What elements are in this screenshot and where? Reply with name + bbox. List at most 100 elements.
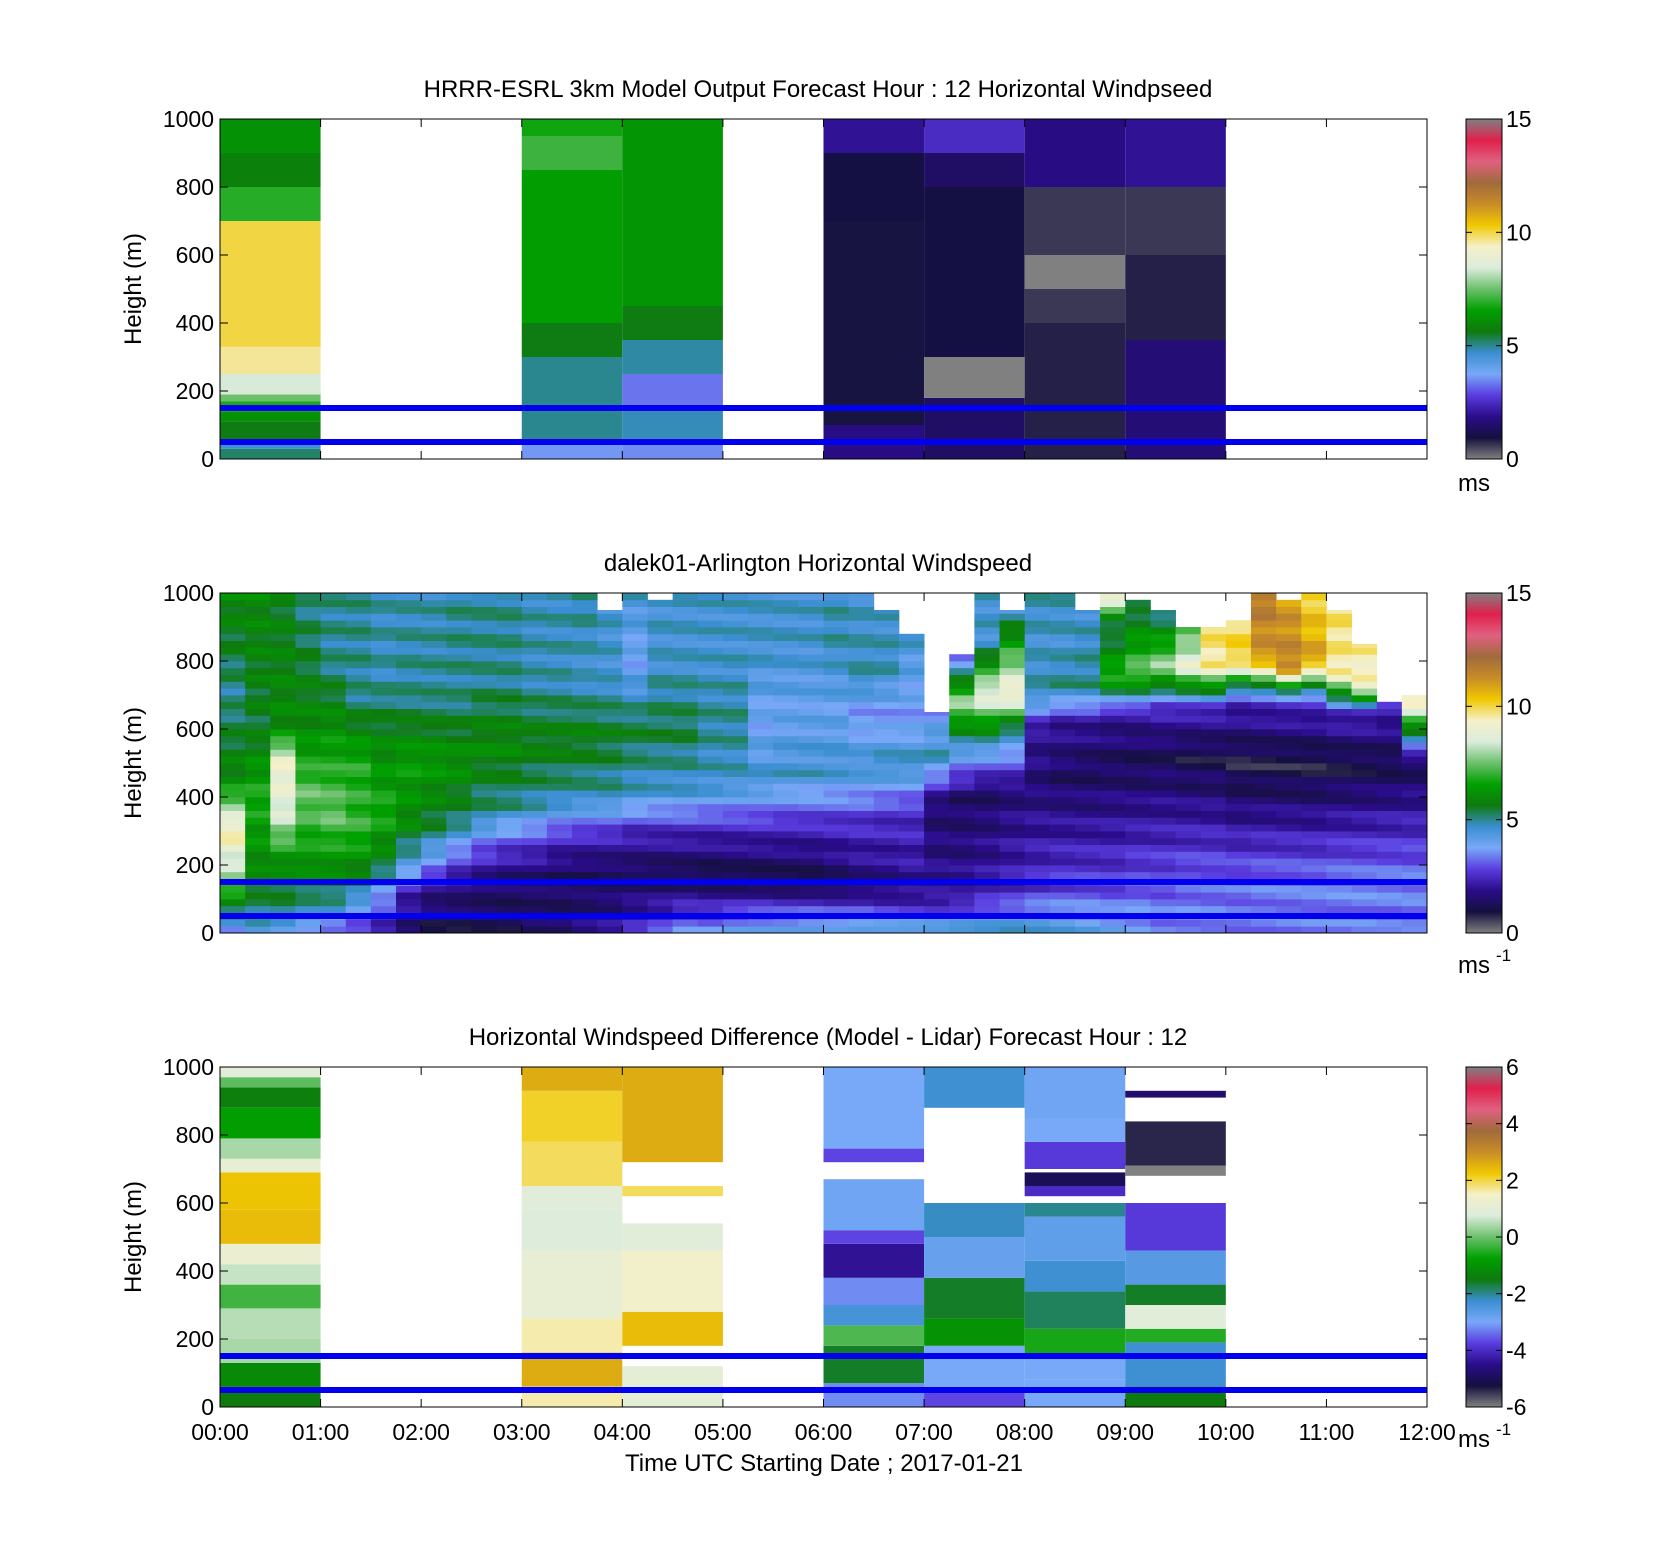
heatmap-cell bbox=[421, 769, 447, 777]
heatmap-cell bbox=[1100, 776, 1126, 784]
heatmap-cell bbox=[1125, 824, 1151, 832]
heatmap-cell bbox=[572, 797, 598, 805]
heatmap-cell bbox=[999, 715, 1026, 723]
heatmap-cell bbox=[1024, 633, 1051, 641]
heatmap-cell bbox=[1074, 919, 1101, 927]
heatmap-cell bbox=[370, 797, 397, 805]
heatmap-cell bbox=[546, 885, 573, 893]
heatmap-cell bbox=[521, 831, 548, 839]
heatmap-cell bbox=[345, 708, 372, 716]
x-tick-label: 12:00 bbox=[1398, 1419, 1456, 1445]
heatmap-cell bbox=[1351, 885, 1378, 893]
heatmap-cell bbox=[773, 926, 799, 934]
heatmap-cell bbox=[471, 858, 498, 866]
heatmap-cell bbox=[1225, 654, 1252, 662]
heatmap-cell bbox=[1276, 919, 1302, 927]
heatmap-cell bbox=[1376, 763, 1403, 771]
heatmap-cell bbox=[1225, 803, 1252, 811]
heatmap-cell bbox=[496, 722, 523, 730]
heatmap-cell bbox=[999, 831, 1026, 839]
heatmap-cell bbox=[220, 1264, 321, 1285]
heatmap-cell bbox=[848, 899, 875, 907]
heatmap-cell bbox=[1301, 851, 1327, 859]
heatmap-cell bbox=[270, 919, 296, 927]
heatmap-cell bbox=[1326, 620, 1352, 628]
heatmap-cell bbox=[748, 837, 774, 845]
heatmap-cell bbox=[1074, 844, 1101, 852]
heatmap-cell bbox=[1074, 620, 1101, 628]
heatmap-cell bbox=[1326, 681, 1352, 689]
heatmap-cell bbox=[823, 654, 850, 662]
heatmap-cell bbox=[1225, 837, 1252, 845]
heatmap-cell bbox=[1150, 647, 1176, 655]
heatmap-cell bbox=[1150, 640, 1176, 648]
heatmap-cell bbox=[1376, 885, 1403, 893]
heatmap-cell bbox=[773, 824, 799, 832]
heatmap-cell bbox=[1150, 837, 1176, 845]
heatmap-cell bbox=[1301, 681, 1327, 689]
heatmap-cell bbox=[320, 654, 347, 662]
heatmap-cell bbox=[471, 810, 498, 818]
heatmap-cell bbox=[421, 871, 447, 879]
heatmap-cell bbox=[722, 654, 749, 662]
heatmap-cell bbox=[697, 633, 724, 641]
heatmap-cell bbox=[245, 858, 271, 866]
heatmap-cell bbox=[396, 905, 422, 913]
heatmap-cell bbox=[1125, 749, 1151, 757]
heatmap-cell bbox=[823, 688, 850, 696]
heatmap-cell bbox=[1100, 633, 1126, 641]
y-axis-label: Height (m) bbox=[120, 707, 147, 819]
heatmap-cell bbox=[622, 769, 648, 777]
heatmap-cell bbox=[245, 701, 271, 709]
heatmap-cell bbox=[1351, 783, 1378, 791]
heatmap-cell bbox=[722, 776, 749, 784]
heatmap-cell bbox=[421, 803, 447, 811]
heatmap-cell bbox=[396, 803, 422, 811]
heatmap-cell bbox=[572, 729, 598, 737]
heatmap-cell bbox=[245, 620, 271, 628]
heatmap-cell bbox=[748, 790, 774, 798]
heatmap-cell bbox=[823, 715, 850, 723]
heatmap-cell bbox=[1100, 919, 1126, 927]
x-tick-label: 01:00 bbox=[292, 1419, 350, 1445]
heatmap-cell bbox=[1049, 633, 1076, 641]
heatmap-cell bbox=[974, 756, 1000, 764]
y-tick-label: 200 bbox=[176, 1326, 214, 1352]
heatmap-cell bbox=[396, 742, 422, 750]
heatmap-cell bbox=[1024, 892, 1051, 900]
heatmap-cell bbox=[898, 810, 925, 818]
heatmap-cell bbox=[1276, 790, 1302, 798]
heatmap-cell bbox=[622, 640, 648, 648]
heatmap-cell bbox=[1049, 803, 1076, 811]
heatmap-cell bbox=[1150, 871, 1176, 879]
heatmap-cell bbox=[521, 442, 623, 459]
heatmap-cell bbox=[270, 824, 296, 832]
heatmap-cell bbox=[697, 844, 724, 852]
heatmap-cell bbox=[1200, 871, 1227, 879]
heatmap-cell bbox=[848, 769, 875, 777]
heatmap-cell bbox=[823, 742, 850, 750]
heatmap-cell bbox=[220, 844, 246, 852]
heatmap-cell bbox=[245, 606, 271, 614]
heatmap-cell bbox=[1024, 735, 1051, 743]
heatmap-cell bbox=[924, 735, 950, 743]
heatmap-cell bbox=[1351, 708, 1378, 716]
heatmap-cell bbox=[1024, 831, 1051, 839]
heatmap-cell bbox=[1376, 919, 1403, 927]
heatmap-cell bbox=[748, 688, 774, 696]
heatmap-cell bbox=[622, 1067, 723, 1163]
heatmap-cell bbox=[823, 797, 850, 805]
heatmap-cell bbox=[1074, 817, 1101, 825]
heatmap-cell bbox=[672, 871, 699, 879]
heatmap-cell bbox=[949, 688, 975, 696]
heatmap-cell bbox=[572, 824, 598, 832]
heatmap-cell bbox=[748, 627, 774, 635]
heatmap-cell bbox=[999, 708, 1026, 716]
heatmap-cell bbox=[597, 661, 623, 669]
heatmap-cell bbox=[496, 769, 523, 777]
heatmap-cell bbox=[1301, 831, 1327, 839]
heatmap-cell bbox=[672, 722, 699, 730]
heatmap-cell bbox=[672, 817, 699, 825]
heatmap-cell bbox=[1024, 1186, 1126, 1197]
heatmap-cell bbox=[546, 695, 573, 703]
